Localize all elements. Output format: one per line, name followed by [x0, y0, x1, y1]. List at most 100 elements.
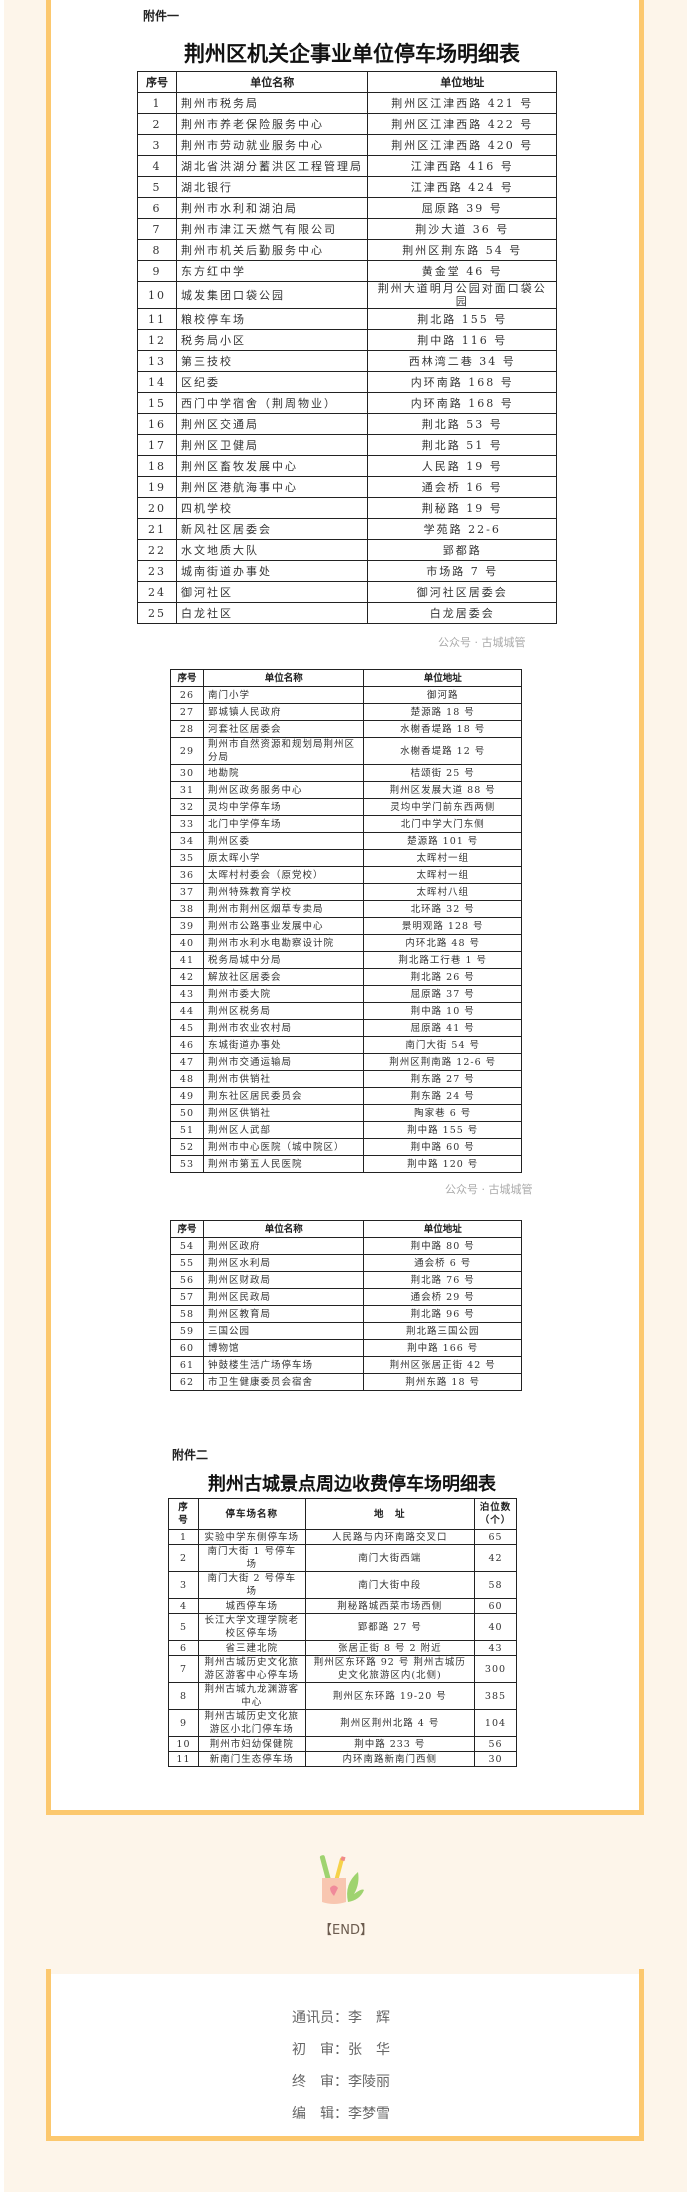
cell-seq: 24 [137, 581, 177, 603]
cell-seq: 17 [137, 434, 177, 456]
cell-seq: 20 [137, 497, 177, 519]
cell-name: 太晖村村委会（原党校） [202, 866, 365, 884]
cell-address: 荆秘路 19 号 [367, 497, 557, 519]
cell-seq: 30 [170, 764, 204, 782]
table-row: 55 荆州区水利局 通会桥 6 号 [170, 1254, 522, 1272]
cell-name: 三国公园 [202, 1322, 365, 1340]
table-row: 61 钟鼓楼生活广场停车场 荆州区张居正街 42 号 [170, 1356, 522, 1374]
cell-address: 内环北路 48 号 [363, 934, 522, 952]
parking-table-1: 序号 单位名称 单位地址 1 荆州市税务局 荆州区江津西路 421 号 2 荆州市养老保… [137, 71, 557, 624]
table-row: 9 东方红中学 黄金堂 46 号 [137, 260, 557, 282]
credit-reporter: 通讯员：李 辉 [292, 2010, 390, 2026]
table-row: 8 荆州古城九龙渊游客中心 荆州区东环路 19-20 号 385 [168, 1682, 517, 1710]
cell-seq: 9 [168, 1709, 199, 1737]
cell-spaces: 300 [474, 1655, 517, 1683]
table-header: 序号 单位名称 单位地址 [137, 71, 557, 93]
cell-address: 内环南路 168 号 [367, 392, 557, 414]
cell-address: 荆中路 116 号 [367, 329, 557, 351]
cell-name: 原太晖小学 [202, 849, 365, 867]
cell-name: 南门小学 [202, 686, 365, 704]
cell-name: 荆州市税务局 [175, 92, 369, 114]
annex2-label: 附件二 [172, 1448, 209, 1462]
header-name: 单位名称 [202, 669, 365, 687]
table-row: 20 四机学校 荆秘路 19 号 [137, 497, 557, 519]
cell-name: 荆州市水利和湖泊局 [175, 197, 369, 219]
cell-name: 荆州区畜牧发展中心 [175, 455, 369, 477]
cell-name: 御河社区 [175, 581, 369, 603]
header-seq: 序号 [168, 1498, 199, 1530]
cell-seq: 28 [170, 720, 204, 738]
cell-seq: 54 [170, 1237, 204, 1255]
cell-seq: 18 [137, 455, 177, 477]
cell-seq: 39 [170, 917, 204, 935]
cell-address: 郢都路 [367, 539, 557, 561]
cell-spaces: 56 [474, 1736, 517, 1752]
table-row: 59 三国公园 荆北路三国公园 [170, 1322, 522, 1340]
cell-name: 区纪委 [175, 371, 369, 393]
cell-address: 荆州区发展大道 88 号 [363, 781, 522, 799]
cell-address: 荆北路工行巷 1 号 [363, 951, 522, 969]
table-row: 11 新南门生态停车场 内环南路新南门西侧 30 [168, 1751, 517, 1767]
credits: 通讯员：李 辉 初 审：张 华 终 审：李陵丽 编 辑：李梦雪 [292, 2002, 390, 2130]
table-row: 11 粮校停车场 荆北路 155 号 [137, 308, 557, 330]
cell-spaces: 385 [474, 1682, 517, 1710]
cell-seq: 38 [170, 900, 204, 918]
cell-address: 南门大街 54 号 [363, 1036, 522, 1054]
cell-lot-name: 南门大街 2 号停车场 [197, 1571, 306, 1599]
cell-lot-name: 新南门生态停车场 [197, 1751, 306, 1767]
table-row: 30 地勘院 桔颂街 25 号 [170, 764, 522, 782]
table-row: 26 南门小学 御河路 [170, 686, 522, 704]
cell-seq: 51 [170, 1121, 204, 1139]
cell-address: 荆北路 76 号 [363, 1271, 522, 1289]
cell-address: 灵均中学门前东西两侧 [363, 798, 522, 816]
cell-seq: 59 [170, 1322, 204, 1340]
table-row: 54 荆州区政府 荆中路 80 号 [170, 1237, 522, 1255]
annex1-title: 荆州区机关企事业单位停车场明细表 [184, 41, 520, 66]
cell-name: 荆州区政府 [202, 1237, 365, 1255]
cell-seq: 7 [137, 218, 177, 240]
table-row: 17 荆州区卫健局 荆北路 51 号 [137, 434, 557, 456]
cell-seq: 2 [137, 113, 177, 135]
cell-seq: 10 [168, 1736, 199, 1752]
cell-seq: 19 [137, 476, 177, 498]
cell-address: 通会桥 29 号 [363, 1288, 522, 1306]
cell-address: 水榭香堤路 18 号 [363, 720, 522, 738]
table-row: 10 荆州市妇幼保健院 荆中路 233 号 56 [168, 1736, 517, 1752]
cell-address: 荆中路 155 号 [363, 1121, 522, 1139]
cell-address: 陶家巷 6 号 [363, 1104, 522, 1122]
cell-seq: 50 [170, 1104, 204, 1122]
cell-address: 北环路 32 号 [363, 900, 522, 918]
cell-name: 荆州市荆州区烟草专卖局 [202, 900, 365, 918]
cell-address: 学苑路 22-6 [367, 518, 557, 540]
watermark: 公众号 · 古城城管 [438, 636, 526, 649]
table-row: 57 荆州区民政局 通会桥 29 号 [170, 1288, 522, 1306]
table-row: 13 第三技校 西林湾二巷 34 号 [137, 350, 557, 372]
cell-seq: 48 [170, 1070, 204, 1088]
cell-name: 荆州市自然资源和规划局荆州区分局 [202, 737, 365, 765]
table-row: 45 荆州市农业农村局 屈原路 41 号 [170, 1019, 522, 1037]
table-row: 24 御河社区 御河社区居委会 [137, 581, 557, 603]
table-row: 5 湖北银行 江津西路 424 号 [137, 176, 557, 198]
cell-seq: 4 [168, 1598, 199, 1614]
header-address: 单位地址 [367, 71, 557, 93]
table-row: 34 荆州区委 楚源路 101 号 [170, 832, 522, 850]
cell-address: 荆中路 120 号 [363, 1155, 522, 1173]
cell-seq: 52 [170, 1138, 204, 1156]
cell-seq: 45 [170, 1019, 204, 1037]
cell-address: 荆州区江津西路 420 号 [367, 134, 557, 156]
header-seq: 序号 [170, 669, 204, 687]
table-row: 4 城西停车场 荆秘路城西菜市场西侧 60 [168, 1598, 517, 1614]
table-row: 25 白龙社区 白龙居委会 [137, 602, 557, 624]
cell-seq: 22 [137, 539, 177, 561]
cell-seq: 13 [137, 350, 177, 372]
cell-address: 黄金堂 46 号 [367, 260, 557, 282]
cell-name: 荆州市养老保险服务中心 [175, 113, 369, 135]
cell-name: 地勘院 [202, 764, 365, 782]
cell-seq: 53 [170, 1155, 204, 1173]
cell-seq: 46 [170, 1036, 204, 1054]
cell-name: 荆州市中心医院（城中院区） [202, 1138, 365, 1156]
cell-name: 白龙社区 [175, 602, 369, 624]
cell-address: 荆州区东环路 19-20 号 [304, 1682, 476, 1710]
cell-address: 荆北路 26 号 [363, 968, 522, 986]
cell-name: 荆州区税务局 [202, 1002, 365, 1020]
